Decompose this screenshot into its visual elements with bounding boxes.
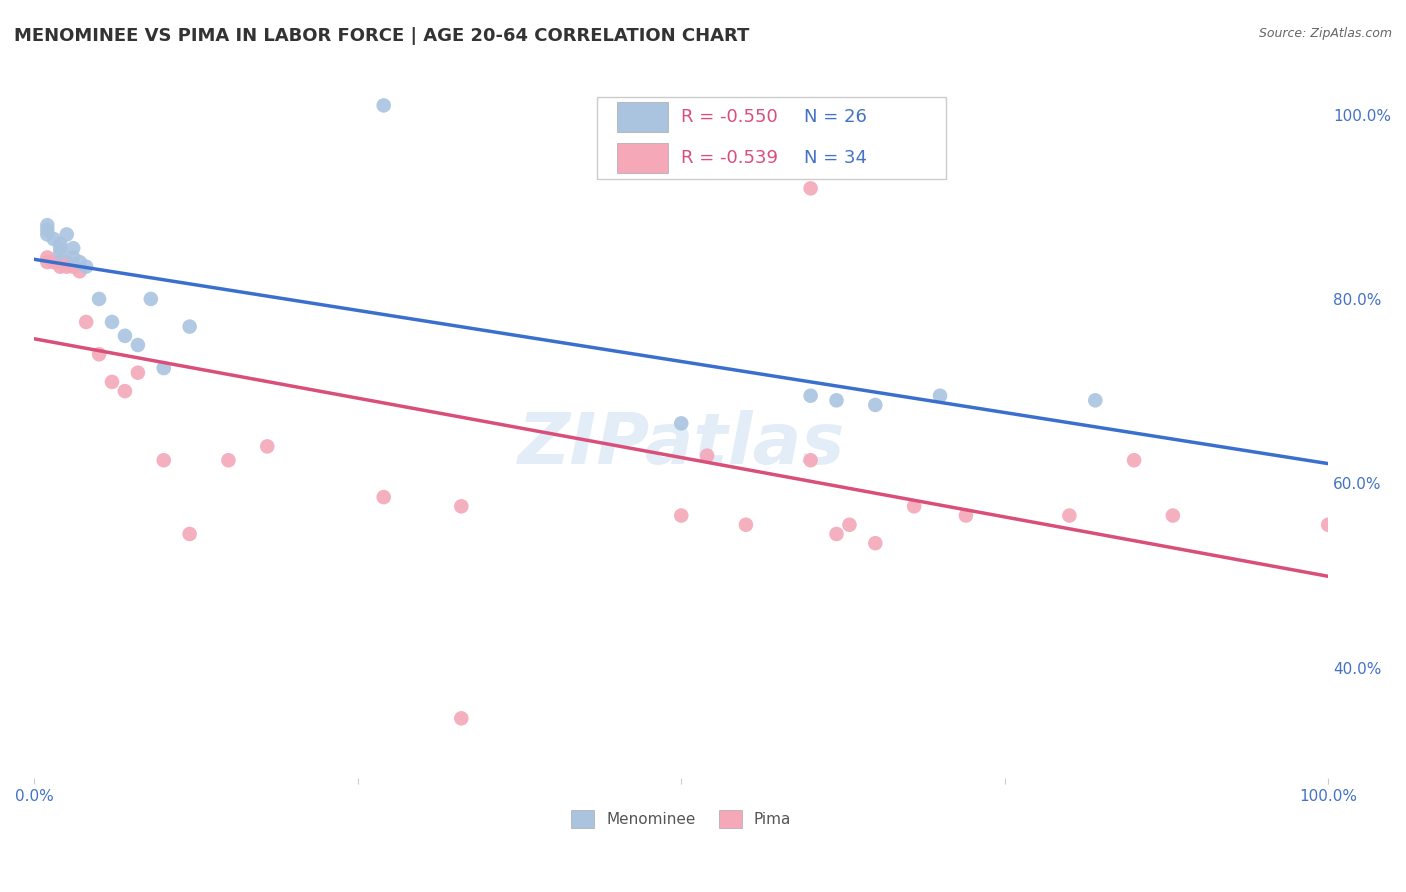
Point xyxy=(75,260,97,274)
Point xyxy=(37,218,59,232)
Point xyxy=(903,500,925,514)
Point xyxy=(929,389,952,403)
Point xyxy=(55,260,77,274)
Point xyxy=(62,241,84,255)
Point xyxy=(825,527,848,541)
Point xyxy=(1059,508,1081,523)
Point xyxy=(865,536,887,550)
Point xyxy=(955,508,977,523)
Point xyxy=(800,181,823,195)
Legend: Menominee, Pima: Menominee, Pima xyxy=(565,804,797,834)
Bar xyxy=(617,144,668,173)
Point xyxy=(256,439,278,453)
Point xyxy=(179,527,201,541)
FancyBboxPatch shape xyxy=(598,97,946,178)
Point xyxy=(49,255,72,269)
Point xyxy=(114,328,136,343)
Point xyxy=(49,245,72,260)
Point xyxy=(37,251,59,265)
Point xyxy=(373,490,395,504)
Point xyxy=(1317,517,1340,532)
Text: N = 34: N = 34 xyxy=(804,149,868,167)
Point xyxy=(127,366,149,380)
Point xyxy=(101,375,124,389)
Point xyxy=(217,453,239,467)
Point xyxy=(114,384,136,398)
Text: ZIPatlas: ZIPatlas xyxy=(517,410,845,479)
Point xyxy=(450,500,472,514)
Text: R = -0.550: R = -0.550 xyxy=(682,108,778,127)
Point xyxy=(87,292,110,306)
Bar xyxy=(617,103,668,132)
Point xyxy=(152,361,174,376)
Point xyxy=(800,389,823,403)
Point xyxy=(62,251,84,265)
Point xyxy=(55,255,77,269)
Point xyxy=(1123,453,1146,467)
Point xyxy=(179,319,201,334)
Point xyxy=(671,508,693,523)
Point xyxy=(49,236,72,251)
Point xyxy=(450,711,472,725)
Text: N = 26: N = 26 xyxy=(804,108,868,127)
Point xyxy=(101,315,124,329)
Point xyxy=(37,223,59,237)
Text: Source: ZipAtlas.com: Source: ZipAtlas.com xyxy=(1258,27,1392,40)
Point xyxy=(62,260,84,274)
Point xyxy=(42,255,65,269)
Point xyxy=(825,393,848,408)
Point xyxy=(735,517,758,532)
Point xyxy=(1084,393,1107,408)
Point xyxy=(55,227,77,242)
Point xyxy=(139,292,162,306)
Point xyxy=(69,264,91,278)
Point xyxy=(37,255,59,269)
Point xyxy=(838,517,860,532)
Point xyxy=(49,260,72,274)
Text: MENOMINEE VS PIMA IN LABOR FORCE | AGE 20-64 CORRELATION CHART: MENOMINEE VS PIMA IN LABOR FORCE | AGE 2… xyxy=(14,27,749,45)
Point xyxy=(49,241,72,255)
Point xyxy=(671,417,693,431)
Point xyxy=(37,227,59,242)
Point xyxy=(373,98,395,112)
Point xyxy=(800,453,823,467)
Point xyxy=(696,449,718,463)
Text: R = -0.539: R = -0.539 xyxy=(682,149,779,167)
Point xyxy=(42,232,65,246)
Point xyxy=(865,398,887,412)
Point xyxy=(152,453,174,467)
Point xyxy=(1161,508,1184,523)
Point xyxy=(75,315,97,329)
Point xyxy=(87,347,110,361)
Point xyxy=(127,338,149,352)
Point xyxy=(69,255,91,269)
